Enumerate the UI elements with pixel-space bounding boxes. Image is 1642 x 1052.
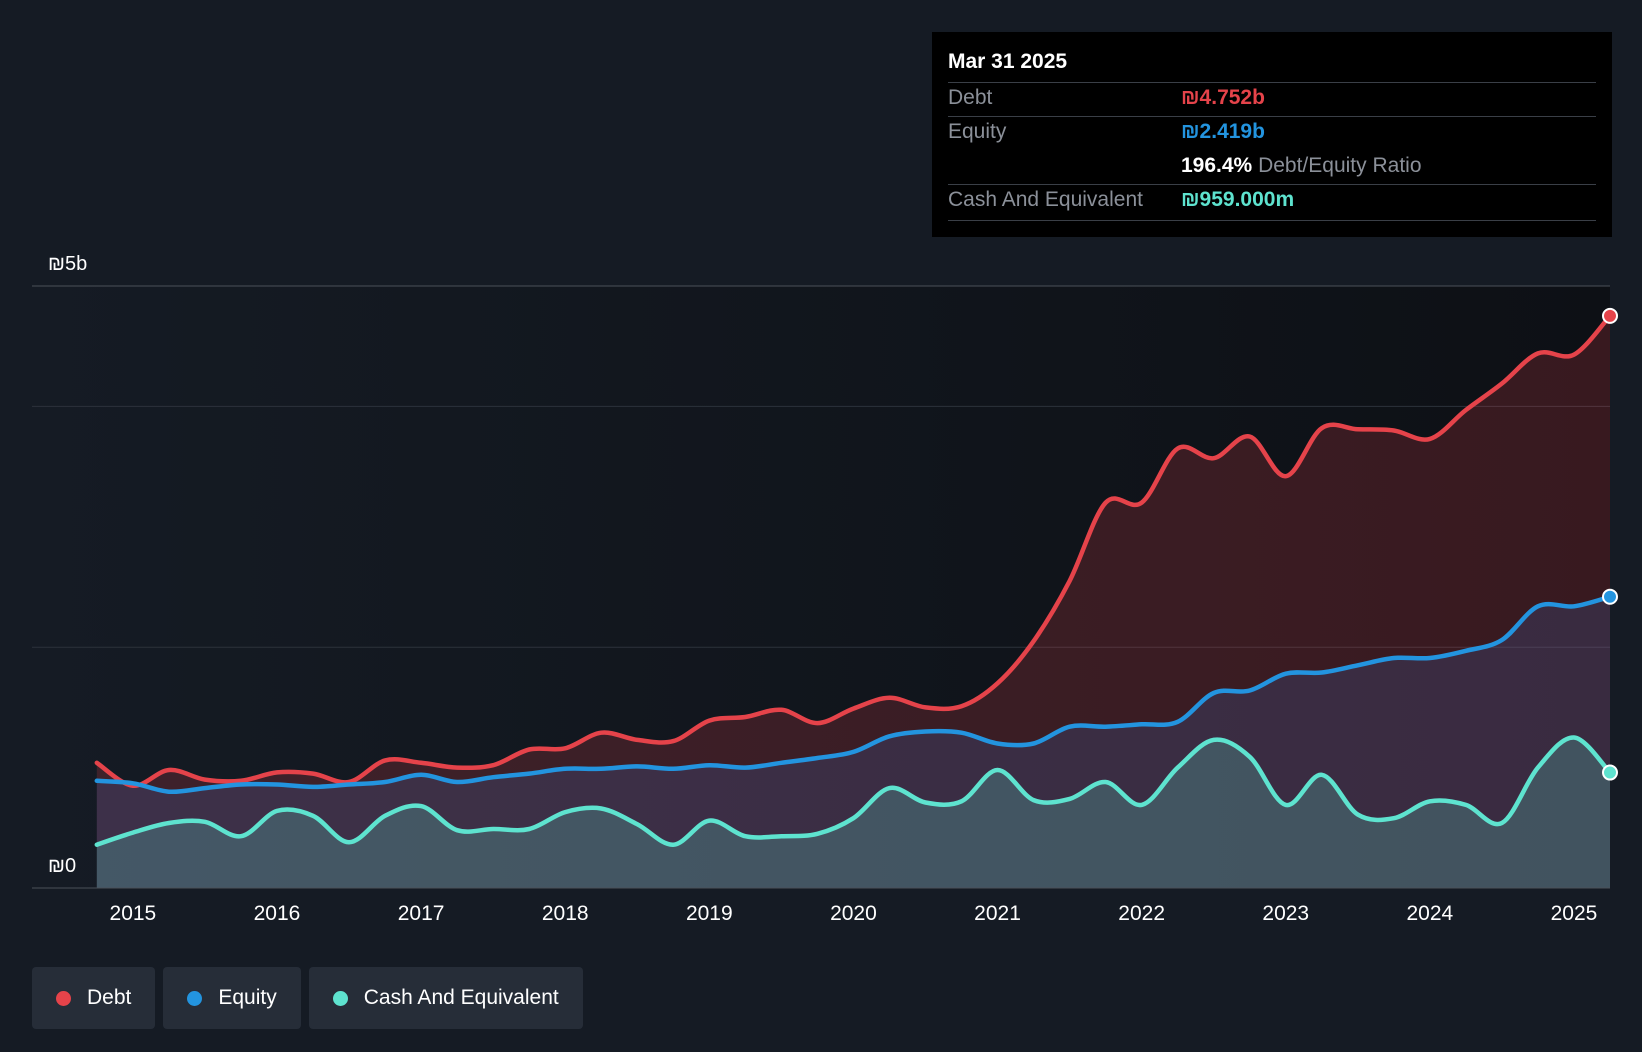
tooltip-equity-label: Equity (948, 120, 1007, 143)
cash-end-marker[interactable] (1602, 764, 1618, 781)
cash-line (94, 735, 1613, 847)
x-tick-label: 2025 (1551, 902, 1598, 925)
grid-lines (32, 285, 1610, 648)
tooltip-debt-value: ₪4.752b (1181, 86, 1265, 109)
cash-dot-icon (332, 990, 348, 1006)
end-markers (1602, 307, 1618, 781)
y-tick-label: ₪5b (48, 253, 87, 275)
tooltip-ratio-label: Debt/Equity Ratio (1258, 154, 1422, 177)
legend-item-cash[interactable]: Cash And Equivalent (308, 967, 583, 1029)
legend-label-debt: Debt (87, 986, 132, 1009)
x-tick-labels: 2015 2016 2017 2018 2019 2020 2021 2022 2023 2024… (110, 902, 1598, 925)
tooltip-equity-value: ₪2.419b (1181, 120, 1265, 143)
debt-end-marker[interactable] (1602, 307, 1618, 324)
x-tick-label: 2016 (254, 902, 301, 925)
series-lines (94, 313, 1613, 847)
x-tick-label: 2017 (398, 902, 445, 925)
hover-tooltip: Mar 31 2025 Debt ₪4.752b Equity ₪2.419b … (932, 32, 1612, 237)
x-tick-label: 2024 (1407, 902, 1454, 925)
equity-dot-icon (187, 990, 203, 1006)
cash-area (96, 737, 1610, 888)
y-tick-label: ₪0 (48, 855, 76, 877)
tooltip-cash-value: ₪959.000m (1181, 188, 1295, 211)
x-tick-label: 2022 (1118, 902, 1165, 925)
chart-legend: Debt Equity Cash And Equivalent (32, 967, 583, 1029)
x-tick-label: 2019 (686, 902, 733, 925)
debt-dot-icon (56, 990, 71, 1006)
x-tick-label: 2018 (542, 902, 589, 925)
legend-item-equity[interactable]: Equity (163, 967, 301, 1029)
legend-item-debt[interactable]: Debt (32, 967, 156, 1029)
tooltip-divider (948, 82, 1596, 83)
x-tick-label: 2015 (110, 902, 157, 925)
tooltip-ratio: 196.4% Debt/Equity Ratio (1181, 154, 1422, 178)
y-tick-labels: ₪5b ₪0 (48, 253, 87, 877)
x-tick-label: 2023 (1262, 902, 1309, 925)
tooltip-divider (948, 116, 1596, 117)
tooltip-debt-label: Debt (948, 86, 993, 109)
equity-end-marker[interactable] (1602, 588, 1618, 605)
x-tick-label: 2021 (974, 902, 1021, 925)
tooltip-date: Mar 31 2025 (948, 50, 1068, 73)
tooltip-divider (948, 220, 1596, 221)
legend-label-equity: Equity (218, 986, 277, 1009)
tooltip-ratio-value: 196.4% (1181, 154, 1253, 177)
debt-line (94, 313, 1613, 788)
tooltip-divider (948, 184, 1596, 185)
legend-label-cash: Cash And Equivalent (363, 986, 559, 1009)
x-tick-label: 2020 (830, 902, 877, 925)
equity-line (94, 594, 1613, 795)
tooltip-cash-label: Cash And Equivalent (948, 188, 1143, 211)
equity-area (96, 596, 1610, 888)
